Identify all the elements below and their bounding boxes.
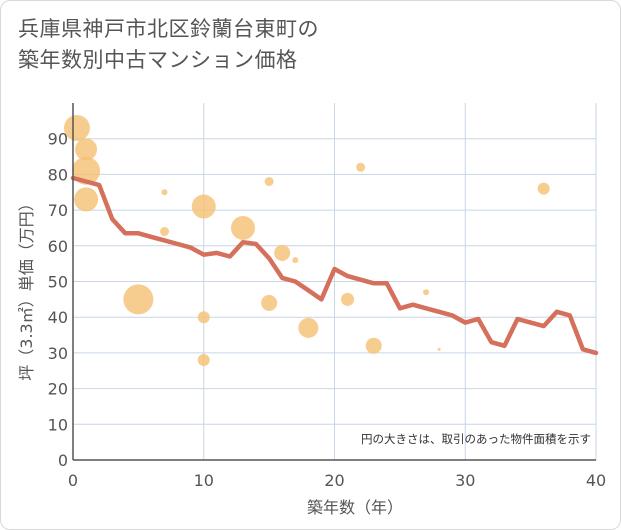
bubble-13 [274,244,291,261]
bubble-14 [292,257,299,264]
y-tick-label-20: 20 [48,380,68,399]
y-tick-label-80: 80 [48,165,68,184]
bubble-9 [197,354,210,367]
y-tick-label-10: 10 [48,415,68,434]
tick-labels: 0 10 20 30 40 0 10 20 30 40 50 60 70 80 90 [48,130,607,490]
bubble-3 [74,187,99,212]
average-line-group [70,175,599,356]
bubble-15 [298,317,319,338]
y-tick-label-60: 60 [48,237,68,256]
bubble-1 [75,138,98,161]
average-price-line [70,175,599,356]
bubble-20 [437,347,441,351]
bubble-21 [537,182,550,195]
bubble-6 [160,227,170,237]
title-line-2: 築年数別中古マンション価格 [18,48,298,72]
y-axis-label: 坪（3.3㎡）単価（万円） [17,195,36,380]
y-tick-label-70: 70 [48,201,68,220]
title-line-1: 兵庫県神戸市北区鈴蘭台東町の [18,17,319,41]
grid-lines [73,103,597,460]
bubble-5 [161,189,168,196]
bubble-10 [230,215,255,240]
bubble-8 [197,311,210,324]
axes [72,103,596,461]
bubble-0 [63,114,90,141]
x-tick-label-30: 30 [455,471,475,490]
x-axis-label: 築年数（年） [307,498,403,517]
bubble-19 [423,289,430,296]
size-note: 円の大きさは、取引のあった物件面積を示す [361,432,591,446]
x-tick-label-10: 10 [194,471,214,490]
bubble-7 [191,194,216,219]
bubbles [63,114,550,367]
y-tick-label-30: 30 [48,344,68,363]
y-tick-label-0: 0 [58,451,68,470]
bubble-11 [264,177,274,187]
y-tick-label-50: 50 [48,273,68,292]
bubble-16 [341,292,355,306]
bubble-18 [365,337,382,354]
y-tick-label-90: 90 [48,130,68,149]
x-tick-label-0: 0 [68,471,78,490]
x-tick-label-20: 20 [324,471,344,490]
y-tick-label-40: 40 [48,308,68,327]
x-tick-label-40: 40 [586,471,606,490]
bubble-17 [356,162,366,172]
chart-title: 兵庫県神戸市北区鈴蘭台東町の 築年数別中古マンション価格 [18,14,319,76]
bubble-4 [123,284,154,315]
bubble-12 [261,294,278,311]
